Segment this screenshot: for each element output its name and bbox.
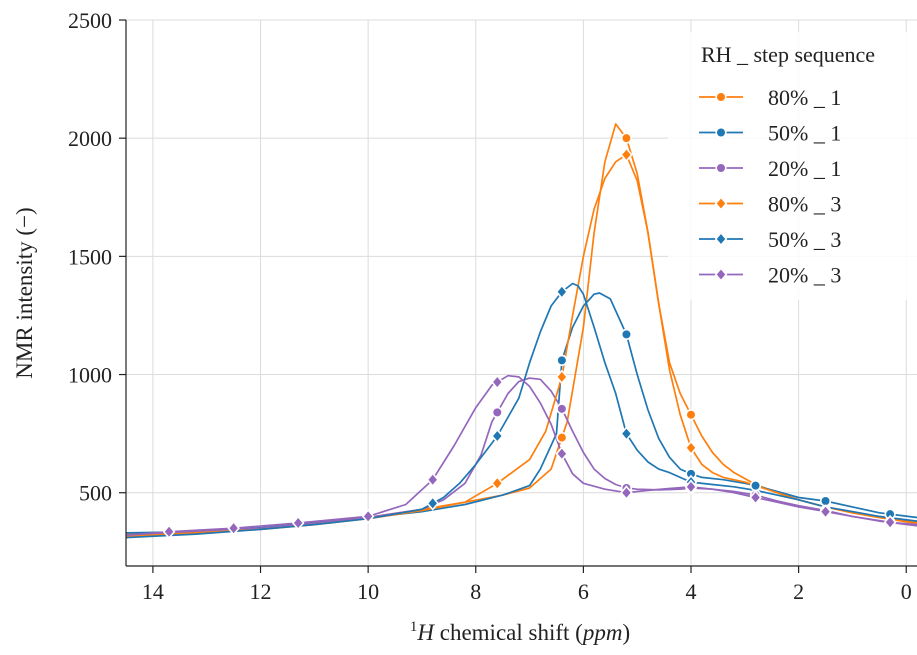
- series-6-marker: [162, 524, 176, 540]
- series-3-marker: [491, 406, 503, 418]
- x-tick-label: 4: [686, 579, 697, 604]
- legend-marker-2: [715, 126, 727, 139]
- series-6-marker: [426, 472, 440, 488]
- x-axis-label-close: ): [622, 620, 630, 645]
- series-1-marker: [620, 132, 633, 144]
- series-6-marker: [749, 490, 762, 505]
- legend-label-4: 80% _ 3: [768, 192, 841, 217]
- series-6-marker: [291, 515, 305, 531]
- series-6-marker: [555, 446, 569, 462]
- x-tick-label: 2: [793, 579, 804, 604]
- series-6-marker: [684, 479, 698, 495]
- legend-marker-6: [714, 267, 728, 282]
- series-5-marker: [555, 284, 569, 300]
- series-4-marker: [555, 369, 569, 385]
- legend-marker-4: [714, 196, 728, 211]
- series-1-marker: [685, 409, 697, 421]
- series-6-marker: [620, 485, 633, 501]
- series-5-marker: [490, 428, 504, 444]
- x-axis-label-symbol: H: [416, 620, 435, 645]
- series-6-marker: [490, 374, 504, 390]
- series-5-marker: [426, 495, 440, 511]
- series-6-marker: [227, 520, 240, 536]
- legend-entries: 80% _ 1 50% _ 1 20% _ 1 80% _ 3 50% _ 3 20% _…: [699, 85, 841, 288]
- x-tick-label: 8: [470, 579, 481, 604]
- x-tick-label: 6: [578, 579, 589, 604]
- y-tick-label: 1500: [68, 244, 112, 269]
- x-axis-label: 1H chemical shift (ppm): [410, 619, 630, 645]
- series-4-marker: [620, 147, 633, 163]
- series-1-marker: [556, 431, 568, 444]
- series-4-marker: [490, 475, 504, 491]
- legend-background: [668, 32, 917, 300]
- series-2-marker: [749, 480, 762, 492]
- ticks: 14 12 10 8 6 4 2 0 500 1000 1500 2000 2500: [68, 8, 912, 604]
- y-tick-label: 2500: [68, 8, 112, 33]
- legend-title: RH _ step sequence: [701, 42, 875, 67]
- series-line-4: [125, 153, 917, 538]
- x-axis-label-text: chemical shift (: [434, 620, 583, 645]
- series-lines: [125, 123, 917, 539]
- legend-marker-1: [715, 91, 727, 103]
- legend-marker-5: [714, 231, 728, 247]
- series-6-marker: [883, 514, 897, 530]
- series-6-marker: [819, 504, 832, 520]
- legend-marker-3: [715, 162, 727, 174]
- x-axis-label-superscript: 1: [410, 619, 418, 635]
- legend-label-3: 20% _ 1: [768, 156, 841, 181]
- y-tick-label: 500: [79, 481, 112, 506]
- series-2-marker: [620, 328, 633, 340]
- x-tick-label: 14: [142, 579, 164, 604]
- series-5-marker: [620, 426, 633, 442]
- legend: RH _ step sequence 80% _ 1 50% _ 1 20% _ 1…: [668, 32, 917, 300]
- legend-label-1: 80% _ 1: [768, 85, 841, 110]
- axes: [125, 20, 917, 567]
- x-tick-label: 10: [357, 579, 379, 604]
- series-4-marker: [684, 440, 698, 456]
- legend-label-2: 50% _ 1: [768, 121, 841, 146]
- x-tick-label: 0: [901, 579, 912, 604]
- series-line-6: [125, 374, 917, 537]
- x-tick-label: 12: [250, 579, 272, 604]
- y-tick-label: 1000: [68, 363, 112, 388]
- series-3-marker: [556, 403, 568, 415]
- x-axis-label-unit: ppm: [581, 620, 623, 645]
- series-6-marker: [361, 508, 375, 524]
- series-2-marker: [556, 354, 568, 366]
- y-axis-label: NMR intensity (−): [12, 207, 37, 378]
- series-markers: [162, 132, 897, 540]
- legend-label-5: 50% _ 3: [768, 227, 841, 252]
- legend-label-6: 20% _ 3: [768, 263, 841, 288]
- y-tick-label: 2000: [68, 126, 112, 151]
